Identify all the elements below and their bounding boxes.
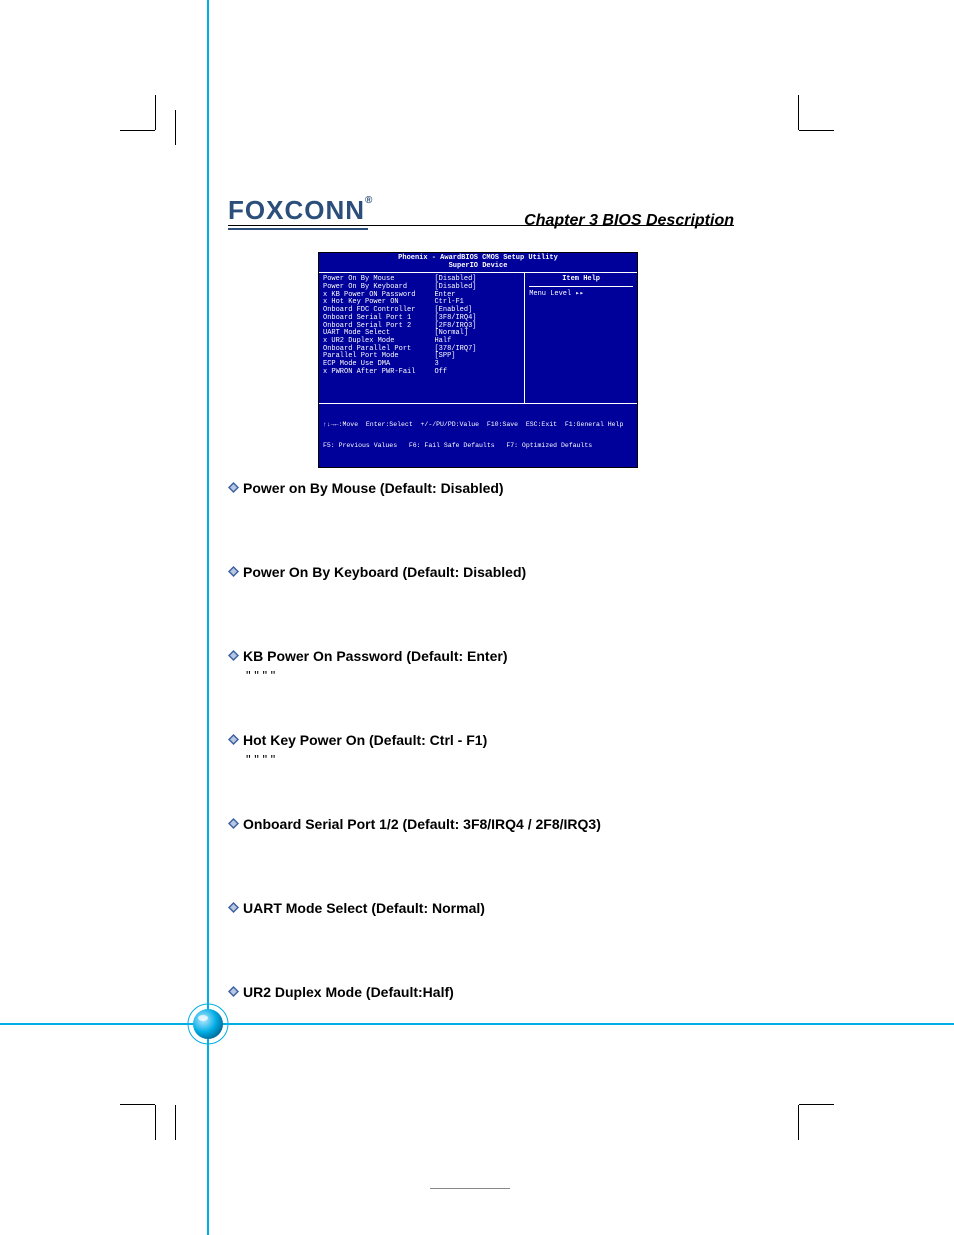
bios-setting-label: x PWRON After PWR-Fail	[323, 369, 434, 377]
bios-title-line2: SuperIO Device	[319, 263, 637, 271]
logo-text: FOXCONN	[228, 195, 365, 225]
section-heading-text: Power on By Mouse (Default: Disabled)	[243, 480, 504, 496]
bios-setting-value: [SPP]	[434, 353, 520, 361]
crop-mark	[155, 95, 156, 130]
chapter-title: Chapter 3 BIOS Description	[524, 212, 734, 230]
diamond-bullet-icon	[228, 482, 239, 493]
bios-setting-value: Off	[434, 369, 520, 377]
section-heading-text: Power On By Keyboard (Default: Disabled)	[243, 564, 526, 580]
crop-mark	[155, 1105, 156, 1140]
section-body	[246, 1004, 734, 1020]
bios-help-title: Item Help	[529, 276, 633, 287]
section-heading: KB Power On Password (Default: Enter)	[228, 648, 734, 664]
header-rule	[228, 225, 734, 226]
section-body	[246, 920, 734, 936]
section-heading: Power On By Keyboard (Default: Disabled)	[228, 564, 734, 580]
bios-setting-row: x PWRON After PWR-FailOff	[323, 369, 520, 377]
section-item: Onboard Serial Port 1/2 (Default: 3F8/IR…	[228, 816, 734, 852]
logo-superscript: ®	[365, 195, 373, 206]
bios-title: Phoenix - AwardBIOS CMOS Setup Utility S…	[319, 253, 637, 272]
content-sections: Power on By Mouse (Default: Disabled) Po…	[228, 480, 734, 1068]
section-heading-text: Onboard Serial Port 1/2 (Default: 3F8/IR…	[243, 816, 601, 832]
bios-body: Power On By Mouse[Disabled]Power On By K…	[319, 272, 637, 404]
section-item: KB Power On Password (Default: Enter) " "…	[228, 648, 734, 684]
crop-mark	[120, 1104, 155, 1105]
section-item: Hot Key Power On (Default: Ctrl - F1) " "…	[228, 732, 734, 768]
bios-menu-level: Menu Level ▸▸	[529, 291, 633, 299]
bios-footer-line2: F5: Previous Values F6: Fail Safe Defaul…	[323, 442, 633, 449]
gem-icon	[187, 1003, 229, 1045]
crop-mark	[799, 130, 834, 131]
crop-mark	[120, 130, 155, 131]
section-body: " " " "	[246, 752, 734, 768]
diamond-bullet-icon	[228, 902, 239, 913]
bios-help-panel: Item Help Menu Level ▸▸	[525, 273, 637, 403]
section-heading: Power on By Mouse (Default: Disabled)	[228, 480, 734, 496]
logo-underline	[228, 228, 368, 230]
page-number-rule	[430, 1188, 510, 1189]
section-heading-text: KB Power On Password (Default: Enter)	[243, 648, 507, 664]
manual-page: FOXCONN® Chapter 3 BIOS Description Phoe…	[0, 0, 954, 1235]
section-heading-text: Hot Key Power On (Default: Ctrl - F1)	[243, 732, 487, 748]
section-item: Power on By Mouse (Default: Disabled)	[228, 480, 734, 516]
section-body	[246, 836, 734, 852]
section-heading: UR2 Duplex Mode (Default:Half)	[228, 984, 734, 1000]
crop-mark	[175, 110, 176, 145]
crop-mark	[175, 1105, 176, 1140]
bios-footer-line1: ↑↓→←:Move Enter:Select +/-/PU/PD:Value F…	[323, 421, 633, 428]
crop-mark	[799, 1104, 834, 1105]
section-heading: Hot Key Power On (Default: Ctrl - F1)	[228, 732, 734, 748]
bios-screenshot: Phoenix - AwardBIOS CMOS Setup Utility S…	[318, 252, 638, 468]
bios-settings-list: Power On By Mouse[Disabled]Power On By K…	[319, 273, 525, 403]
crop-mark	[798, 95, 799, 130]
section-heading-text: UART Mode Select (Default: Normal)	[243, 900, 485, 916]
diamond-bullet-icon	[228, 650, 239, 661]
section-heading-text: UR2 Duplex Mode (Default:Half)	[243, 984, 454, 1000]
section-item: UR2 Duplex Mode (Default:Half)	[228, 984, 734, 1020]
diamond-bullet-icon	[228, 734, 239, 745]
section-item: UART Mode Select (Default: Normal)	[228, 900, 734, 936]
vertical-accent-line	[207, 0, 209, 1235]
crop-mark	[798, 1105, 799, 1140]
bios-setting-value: 3	[434, 361, 520, 369]
diamond-bullet-icon	[228, 566, 239, 577]
section-body	[246, 500, 734, 516]
section-heading: UART Mode Select (Default: Normal)	[228, 900, 734, 916]
section-body: " " " "	[246, 668, 734, 684]
section-item: Power On By Keyboard (Default: Disabled)	[228, 564, 734, 600]
diamond-bullet-icon	[228, 986, 239, 997]
diamond-bullet-icon	[228, 818, 239, 829]
section-heading: Onboard Serial Port 1/2 (Default: 3F8/IR…	[228, 816, 734, 832]
bios-footer: ↑↓→←:Move Enter:Select +/-/PU/PD:Value F…	[319, 404, 637, 466]
section-body	[246, 584, 734, 600]
